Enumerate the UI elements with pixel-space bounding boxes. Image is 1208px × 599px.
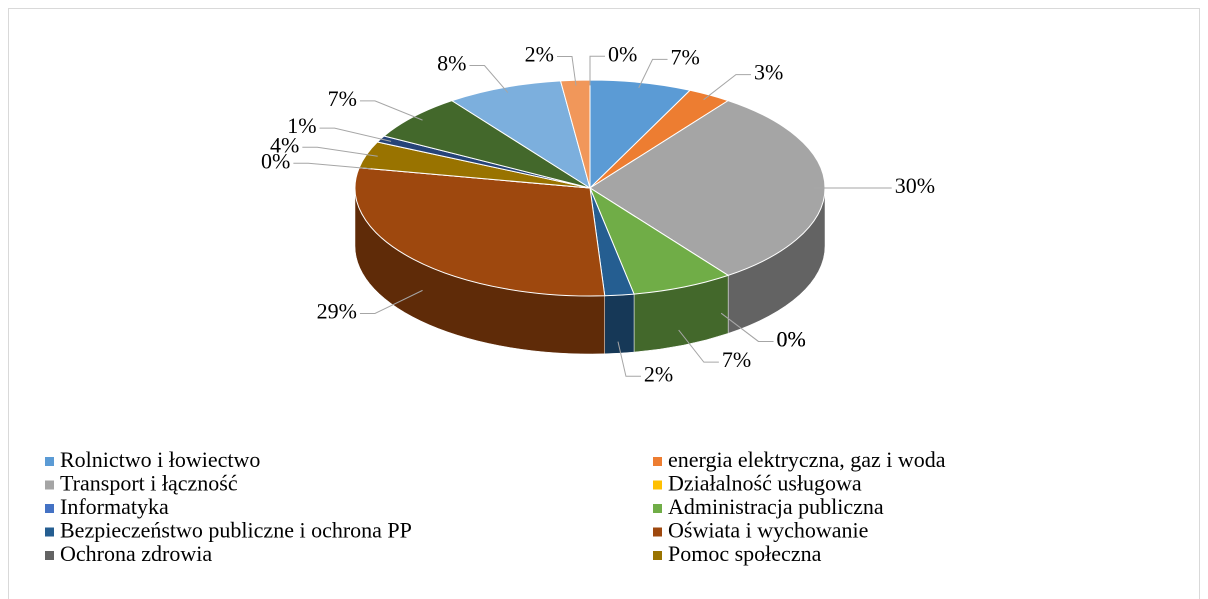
legend-swatch — [45, 480, 54, 490]
data-label: 2% — [644, 361, 673, 386]
leader-line — [589, 55, 605, 86]
data-label: 0% — [261, 148, 290, 173]
legend-swatch — [45, 527, 54, 537]
legend-label: energia elektryczna, gaz i woda — [668, 447, 946, 472]
legend-swatch — [45, 504, 54, 513]
legend-swatch — [653, 527, 662, 537]
legend-label: Ochrona zdrowia — [60, 541, 212, 566]
pie-side — [604, 293, 635, 355]
leader-line — [678, 329, 719, 363]
data-label: 2% — [525, 42, 554, 67]
data-label: 3% — [754, 60, 783, 85]
data-label: 7% — [671, 44, 700, 69]
legend-label: Transport i łączność — [60, 471, 238, 496]
legend-label: Oświata i wychowanie — [668, 518, 868, 543]
leader-line — [703, 74, 751, 101]
data-label: 7% — [328, 86, 357, 111]
legend-swatch — [653, 504, 662, 513]
legend-swatch — [45, 457, 54, 466]
leader-line — [469, 64, 509, 93]
legend-swatch — [653, 551, 662, 560]
leader-line — [617, 341, 641, 377]
legend-swatch — [653, 480, 662, 490]
legend-swatch — [653, 457, 662, 466]
leader-line — [319, 127, 392, 142]
data-label: 30% — [895, 173, 935, 198]
data-label: 8% — [437, 51, 466, 76]
leader-line — [638, 58, 668, 89]
data-label: 7% — [722, 347, 751, 372]
data-label: 1% — [287, 113, 316, 138]
legend-label: Administracja publiczna — [668, 494, 884, 519]
data-label: 0% — [777, 327, 806, 352]
data-label: 0% — [608, 41, 637, 66]
leader-line — [293, 162, 371, 170]
legend-label: Rolnictwo i łowiectwo — [60, 447, 260, 472]
data-label: 29% — [317, 299, 357, 324]
legend-label: Działalność usługowa — [668, 471, 862, 496]
legend-label: Bezpieczeństwo publiczne i ochrona PP — [60, 518, 412, 543]
pie-sides — [354, 187, 826, 355]
pie-slice — [588, 186, 730, 295]
data-label: 0% — [777, 327, 806, 352]
leader-line — [720, 312, 774, 343]
pie-labels: 7%3%30%0%0%7%2%29%0%4%1%7%8% 2% 0% — [261, 41, 935, 386]
legend-label: Pomoc społeczna — [668, 541, 822, 566]
pie-slice — [354, 167, 606, 297]
leader-line — [302, 146, 378, 157]
leader-line — [359, 100, 423, 121]
pie-tops — [354, 79, 826, 297]
data-label: 4% — [270, 132, 299, 157]
legend-label: Informatyka — [60, 494, 169, 519]
leader-line — [556, 56, 577, 86]
legend-swatch — [45, 551, 54, 560]
leader-line — [359, 289, 423, 314]
